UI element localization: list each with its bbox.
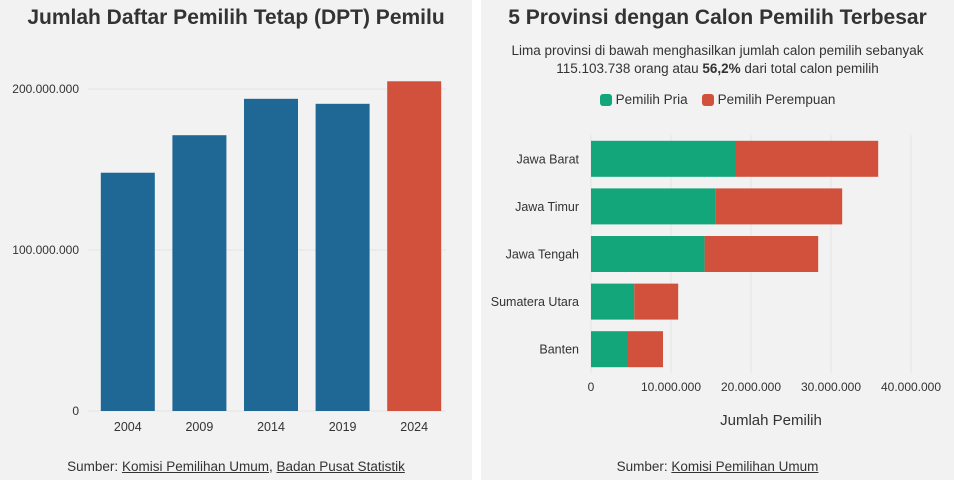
bar-2014 xyxy=(244,98,298,412)
subtitle-total: 115.103.738 orang atau xyxy=(556,61,703,76)
bar-banten-pria xyxy=(591,331,627,368)
province-chart-subtitle: Lima provinsi di bawah menghasilkan juml… xyxy=(491,42,944,78)
dpt-chart-panel: Jumlah Daftar Pemilih Tetap (DPT) Pemilu… xyxy=(0,0,472,480)
x-tick-label: 20.000.000 xyxy=(721,380,781,394)
bar-sumatera-utara-pria xyxy=(591,283,635,320)
bar-jawa-tengah-pria xyxy=(591,236,705,272)
source-link-bps[interactable]: Badan Pusat Statistik xyxy=(276,459,405,474)
bar-banten-perempuan xyxy=(627,331,663,368)
y-tick-label: 100.000.000 xyxy=(12,243,79,257)
x-tick-label: 40.000.000 xyxy=(881,380,941,394)
legend-label-perempuan: Pemilih Perempuan xyxy=(717,92,836,107)
bar-jawa-barat-perempuan xyxy=(735,140,879,177)
x-tick-label: 30.000.000 xyxy=(801,380,861,394)
source-prefix: Sumber: xyxy=(67,459,122,474)
legend-item-pria[interactable]: Pemilih Pria xyxy=(599,92,688,107)
province-chart-title: 5 Provinsi dengan Calon Pemilih Terbesar xyxy=(508,6,927,29)
source-link-kpu[interactable]: Komisi Pemilihan Umum xyxy=(121,459,269,474)
y-category-label: Sumatera Utara xyxy=(491,295,579,309)
source-link-kpu[interactable]: Komisi Pemilihan Umum xyxy=(671,459,819,474)
x-tick-label: 2009 xyxy=(185,420,213,434)
bar-2004 xyxy=(100,172,155,411)
province-chart-panel: 5 Provinsi dengan Calon Pemilih Terbesar… xyxy=(481,0,954,480)
legend-item-perempuan[interactable]: Pemilih Perempuan xyxy=(701,92,836,107)
bar-2024 xyxy=(387,81,442,411)
subtitle-rest: dari total calon pemilih xyxy=(740,61,879,76)
x-axis-label: Jumlah Pemilih xyxy=(720,412,822,429)
bar-jawa-barat-pria xyxy=(591,140,735,177)
legend-swatch-pria xyxy=(599,93,612,106)
y-tick-label: 0 xyxy=(72,404,79,418)
bar-jawa-timur-pria xyxy=(591,188,716,225)
legend-swatch-perempuan xyxy=(701,93,714,106)
x-tick-label: 2004 xyxy=(114,420,142,434)
subtitle-percent: 56,2% xyxy=(702,61,741,76)
y-category-label: Jawa Tengah xyxy=(506,248,579,262)
bar-2019 xyxy=(315,103,370,411)
bar-2009 xyxy=(172,135,227,411)
y-category-label: Banten xyxy=(539,343,579,357)
dpt-source: Sumber: Komisi Pemilihan Umum, Badan Pus… xyxy=(0,459,472,474)
legend-label-pria: Pemilih Pria xyxy=(615,92,688,107)
x-tick-label: 2014 xyxy=(257,420,285,434)
x-tick-label: 2024 xyxy=(400,420,428,434)
dpt-chart-title: Jumlah Daftar Pemilih Tetap (DPT) Pemilu xyxy=(27,6,445,29)
bar-jawa-timur-perempuan xyxy=(715,188,843,225)
province-stacked-bar-chart: 0 10.000.000 20.000.000 30.000.000 40.000.00… xyxy=(491,135,941,394)
province-source: Sumber: Komisi Pemilihan Umum xyxy=(481,459,954,474)
source-separator: , xyxy=(268,459,277,474)
bar-jawa-tengah-perempuan xyxy=(704,236,819,272)
dpt-bar-chart: 0 100.000.000 200.000.000 2004 2009 2014 2019 2… xyxy=(12,81,446,434)
x-tick-label: 10.000.000 xyxy=(641,380,701,394)
x-tick-label: 2019 xyxy=(329,420,357,434)
y-category-label: Jawa Barat xyxy=(516,152,579,166)
subtitle-line-2: 115.103.738 orang atau 56,2% dari total … xyxy=(491,60,944,78)
chart-legend: Pemilih Pria Pemilih Perempuan xyxy=(481,92,954,107)
y-tick-label: 200.000.000 xyxy=(12,82,79,96)
source-prefix: Sumber: xyxy=(616,459,672,474)
x-tick-label: 0 xyxy=(588,380,595,394)
subtitle-line-1: Lima provinsi di bawah menghasilkan juml… xyxy=(511,43,924,58)
bar-sumatera-utara-perempuan xyxy=(634,283,679,320)
y-category-label: Jawa Timur xyxy=(515,200,579,214)
